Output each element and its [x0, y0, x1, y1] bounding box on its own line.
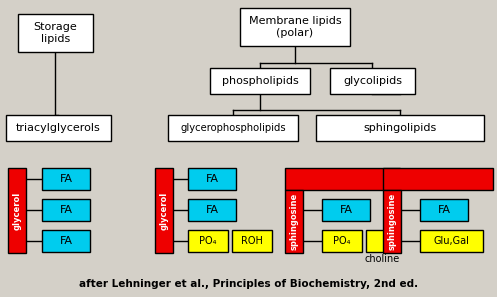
Bar	[8, 168, 26, 253]
Text: after Lehninger et al., Principles of Biochemistry, 2nd ed.: after Lehninger et al., Principles of Bi…	[79, 279, 418, 289]
Text: glycerophospholipids: glycerophospholipids	[180, 123, 286, 133]
Text: Membrane lipids
(polar): Membrane lipids (polar)	[248, 16, 341, 38]
Text: FA: FA	[60, 205, 73, 215]
Bar	[366, 230, 398, 252]
Bar	[285, 168, 400, 190]
Text: choline: choline	[364, 254, 400, 264]
Text: ROH: ROH	[241, 236, 263, 246]
Bar	[188, 168, 236, 190]
Bar	[322, 230, 362, 252]
Text: Glu,Gal: Glu,Gal	[433, 236, 470, 246]
Bar	[316, 115, 484, 141]
Text: sphingosine: sphingosine	[388, 193, 397, 250]
Text: sphingosine: sphingosine	[289, 193, 299, 250]
Text: FA: FA	[205, 205, 219, 215]
Bar	[42, 199, 90, 221]
Text: PO₄: PO₄	[333, 236, 351, 246]
Bar	[18, 14, 93, 52]
Bar	[240, 8, 350, 46]
Text: sphingolipids: sphingolipids	[363, 123, 437, 133]
Bar	[168, 115, 298, 141]
Bar	[6, 115, 111, 141]
Text: glycerol: glycerol	[160, 191, 168, 230]
Text: Storage
lipids: Storage lipids	[34, 22, 78, 44]
Bar	[383, 190, 401, 253]
Bar	[420, 199, 468, 221]
Text: FA: FA	[60, 236, 73, 246]
Bar	[42, 230, 90, 252]
Text: triacylglycerols: triacylglycerols	[16, 123, 101, 133]
Bar	[155, 168, 173, 253]
Bar	[188, 199, 236, 221]
Text: glycolipids: glycolipids	[343, 76, 402, 86]
Bar	[210, 68, 310, 94]
Bar	[420, 230, 483, 252]
Text: FA: FA	[437, 205, 450, 215]
Bar	[322, 199, 370, 221]
Bar	[285, 190, 303, 253]
Text: FA: FA	[205, 174, 219, 184]
Text: FA: FA	[339, 205, 352, 215]
Text: phospholipids: phospholipids	[222, 76, 298, 86]
Bar	[42, 168, 90, 190]
Text: PO₄: PO₄	[199, 236, 217, 246]
Bar	[383, 168, 493, 190]
Bar	[188, 230, 228, 252]
Text: glycerol: glycerol	[12, 191, 21, 230]
Text: FA: FA	[60, 174, 73, 184]
Bar	[232, 230, 272, 252]
Bar	[330, 68, 415, 94]
